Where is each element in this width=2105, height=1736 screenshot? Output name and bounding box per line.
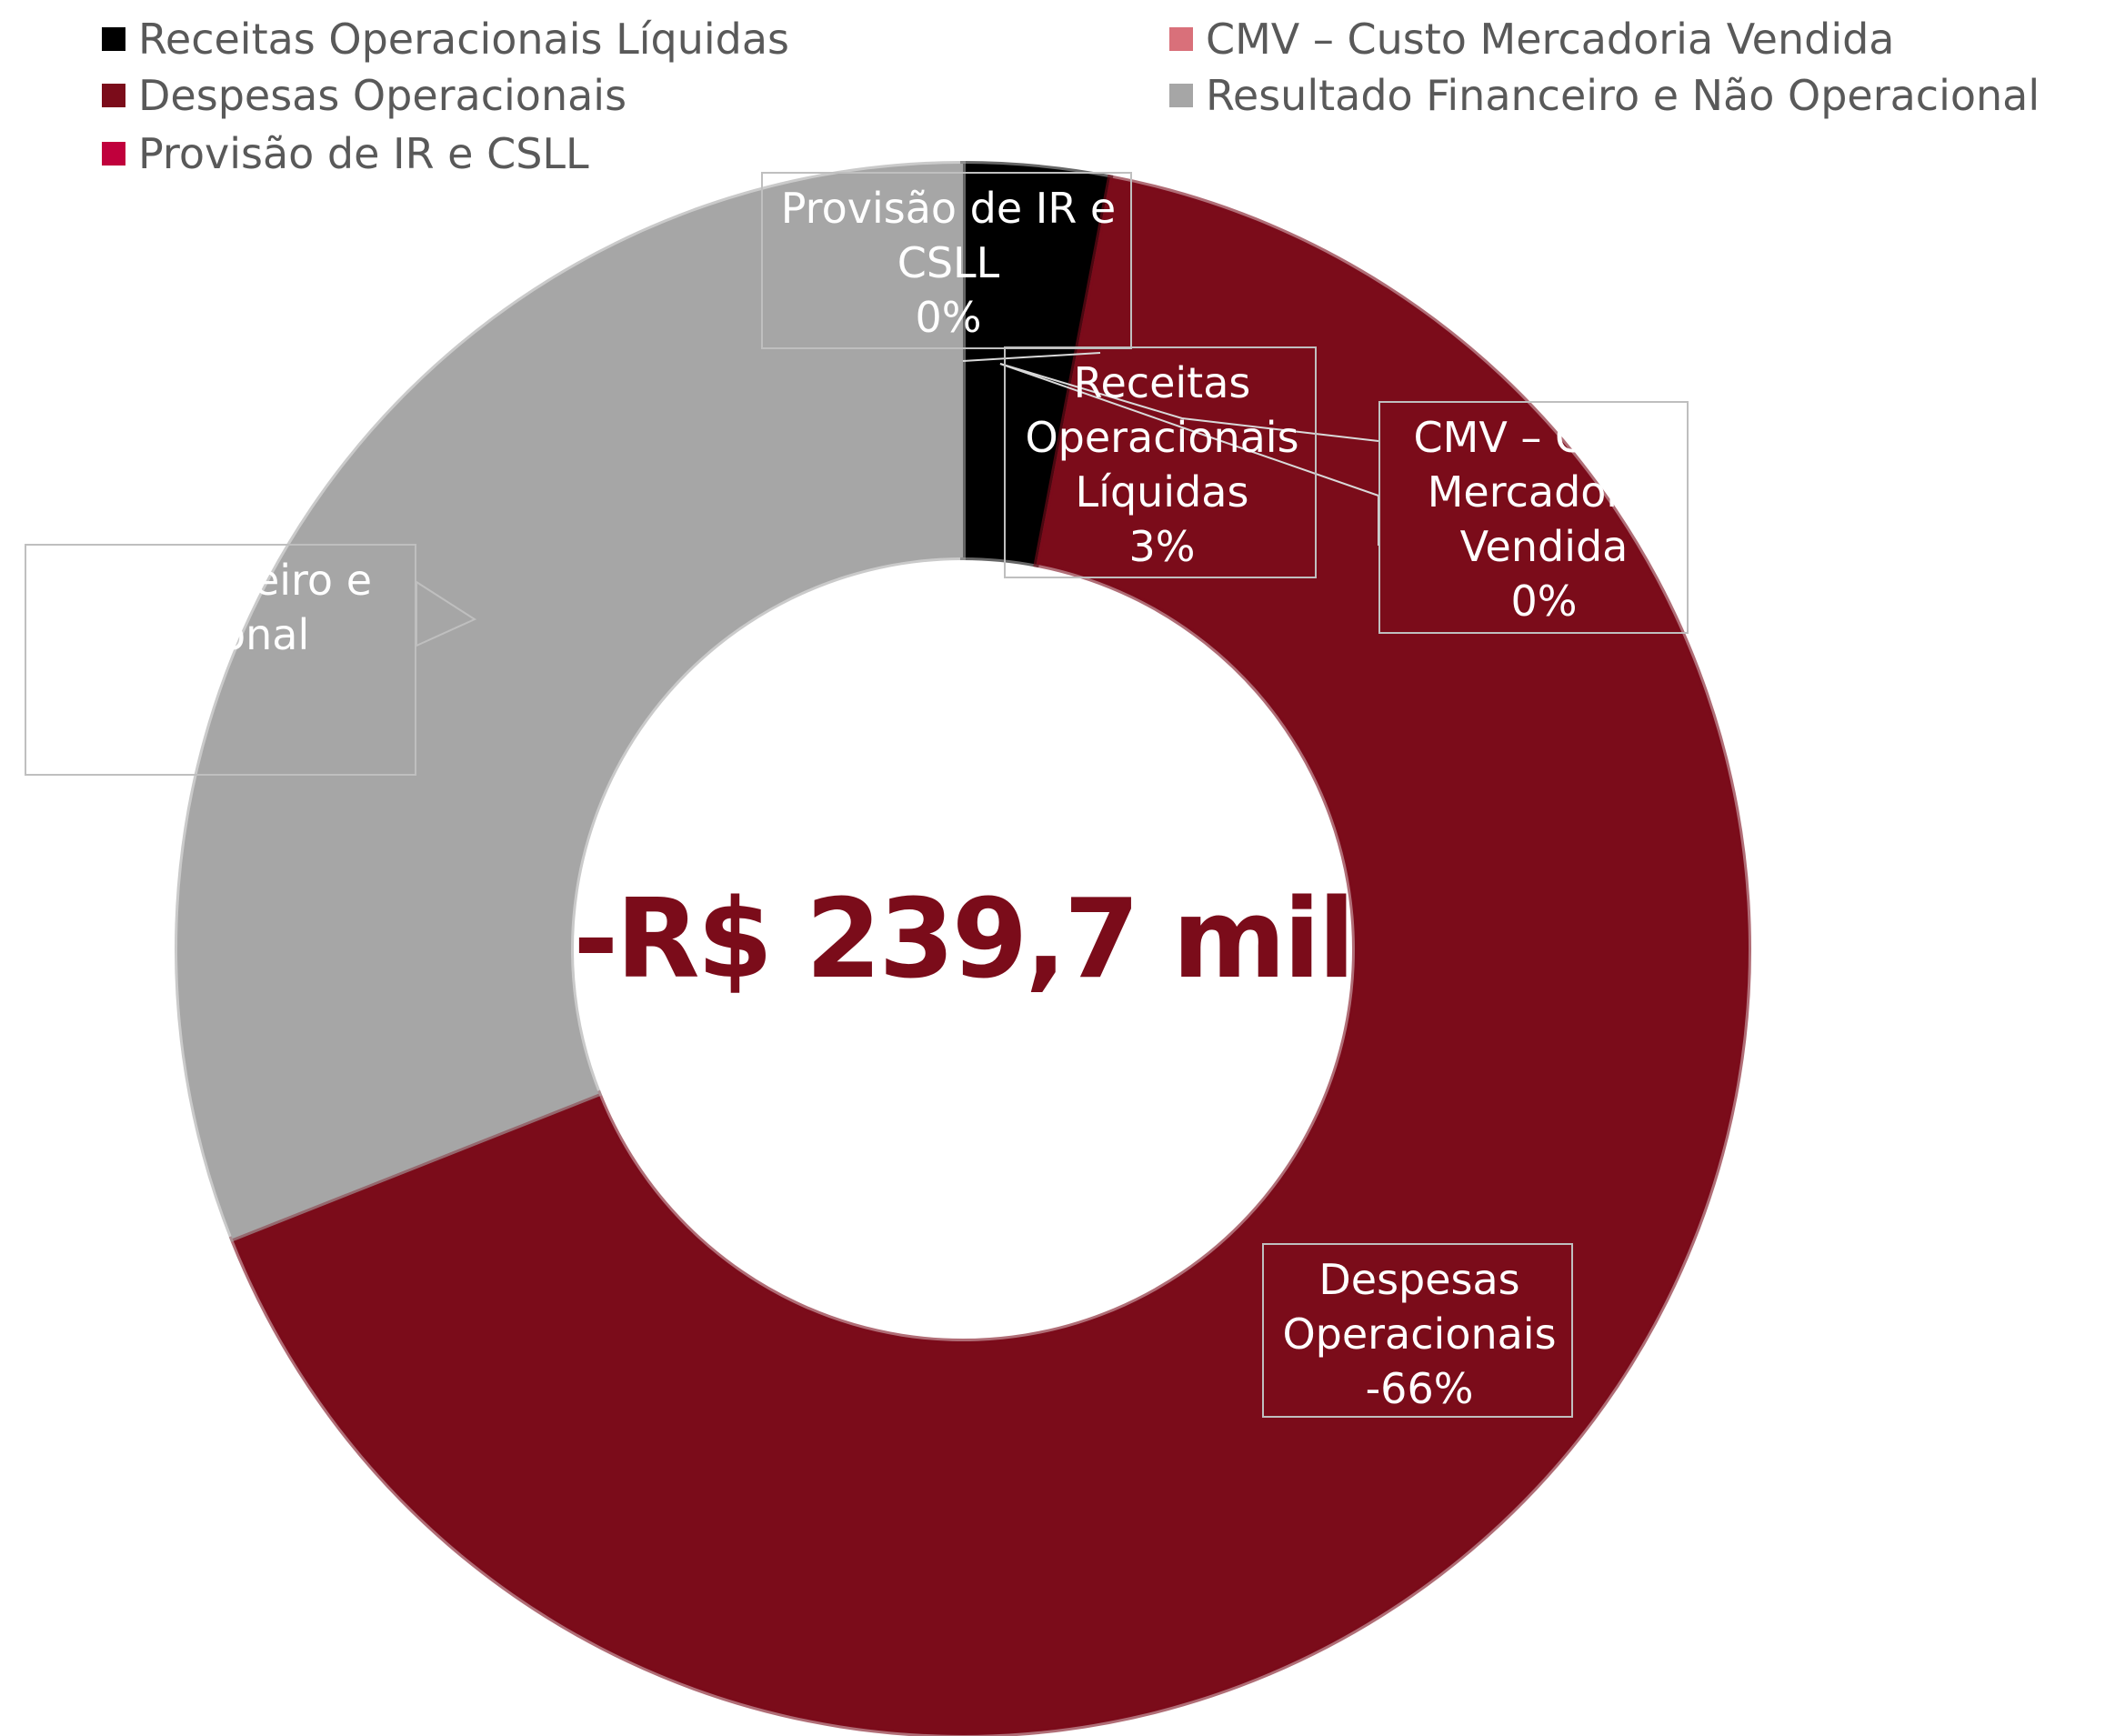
leader-line [999, 363, 1379, 442]
data-label-box: Receitas Operacionais Líquidas 3% [1004, 346, 1317, 578]
legend-entry: Receitas Operacionais Líquidas [102, 15, 789, 64]
data-label-value: 3% [1128, 522, 1196, 571]
data-label: Provisão de IR e CSLL 0% [763, 181, 1130, 345]
legend-label: Receitas Operacionais Líquidas [138, 15, 790, 64]
legend-label: CMV – Custo Mercadoria Vendida [1206, 15, 1895, 64]
callout-pointer [416, 580, 477, 647]
legend-swatch [1169, 84, 1193, 107]
center-label: -R$ 239,7 mil [573, 877, 1355, 1003]
data-label: Despesas Operacionais -66% [1264, 1252, 1571, 1416]
legend-label: Despesas Operacionais [138, 71, 627, 120]
data-label-box: Despesas Operacionais -66% [1262, 1243, 1573, 1418]
data-label: Resultado Financeiro e Não Operacional -3… [26, 553, 408, 717]
leader-line [962, 352, 1101, 362]
legend-swatch [1169, 27, 1193, 51]
data-label-name: Resultado Financeiro e Não Operacional [26, 556, 372, 659]
donut-slice [175, 160, 966, 1242]
data-label-value: -66% [1365, 1364, 1474, 1413]
data-label-value: 0% [1510, 577, 1578, 626]
data-label: Receitas Operacionais Líquidas 3% [1006, 356, 1315, 574]
legend-swatch [102, 142, 125, 166]
donut-slice [228, 174, 1751, 1736]
data-label-value: 0% [915, 293, 982, 342]
legend-entry: Provisão de IR e CSLL [102, 129, 589, 178]
legend-label: Provisão de IR e CSLL [138, 129, 589, 178]
legend-entry: CMV – Custo Mercadoria Vendida [1169, 15, 1895, 64]
data-label-name: Provisão de IR e CSLL [780, 184, 1117, 287]
data-label-name: Despesas Operacionais [1282, 1255, 1557, 1359]
data-label-box: CMV – Custo Mercadoria Vendida 0% [1378, 401, 1689, 634]
data-label-box: Resultado Financeiro e Não Operacional -3… [25, 544, 416, 776]
legend-entry: Resultado Financeiro e Não Operacional [1169, 71, 2040, 120]
legend-swatch [102, 84, 125, 107]
data-label: CMV – Custo Mercadoria Vendida 0% [1389, 410, 1687, 628]
legend-entry: Despesas Operacionais [102, 71, 626, 120]
legend-swatch [102, 27, 125, 51]
data-label-value: -31% [81, 665, 190, 714]
data-label-name: Receitas Operacionais Líquidas [1025, 358, 1299, 517]
legend-label: Resultado Financeiro e Não Operacional [1206, 71, 2040, 120]
data-label-name: CMV – Custo Mercadoria Vendida [1413, 413, 1675, 571]
data-label-box: Provisão de IR e CSLL 0% [761, 172, 1132, 349]
